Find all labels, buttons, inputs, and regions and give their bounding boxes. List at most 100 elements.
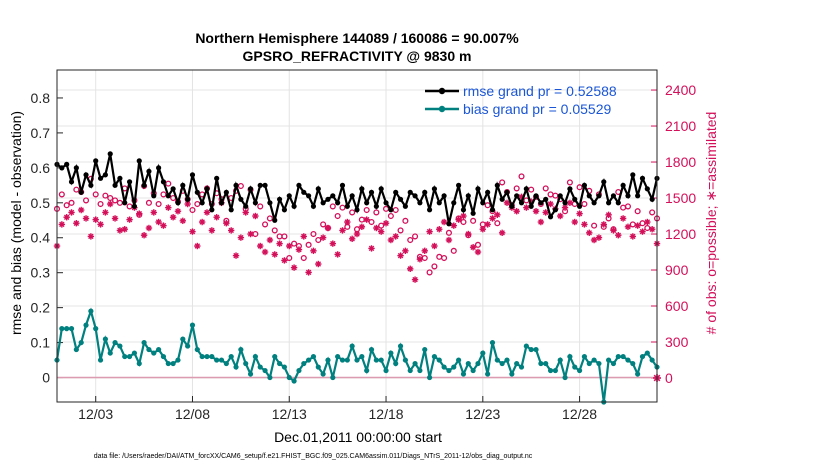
- rmse-point: [214, 175, 220, 181]
- bias-point: [494, 357, 500, 363]
- obs-assimilated-point: [339, 227, 346, 234]
- obs-assimilated-point: [445, 236, 453, 244]
- bias-point: [407, 367, 413, 374]
- bias-point: [141, 339, 147, 346]
- rmse-point: [296, 182, 302, 188]
- rmse-point: [194, 189, 200, 195]
- rmse-point: [59, 165, 65, 171]
- rmse-point: [310, 203, 317, 209]
- obs-assimilated-point: [513, 208, 520, 215]
- obs-possible-point: [629, 221, 636, 228]
- obs-assimilated-point: [150, 209, 157, 216]
- rmse-point: [586, 193, 592, 199]
- obs-assimilated-point: [465, 230, 472, 238]
- rmse-point: [489, 207, 496, 213]
- obs-assimilated-point: [615, 232, 622, 239]
- obs-possible-point: [329, 203, 336, 210]
- obs-possible-point: [445, 229, 452, 236]
- rmse-point: [131, 203, 138, 209]
- obs-assimilated-point: [590, 236, 598, 244]
- obs-assimilated-point: [58, 221, 66, 228]
- bias-point: [291, 378, 297, 384]
- legend-bias-label: bias grand pr = 0.05529: [463, 101, 611, 117]
- obs-assimilated-point: [382, 220, 390, 227]
- rmse-point: [606, 200, 612, 206]
- y-tick-label-left: 0: [42, 370, 50, 386]
- rmse-point: [136, 158, 142, 164]
- rmse-point: [93, 158, 99, 164]
- rmse-point: [243, 203, 249, 209]
- obs-possible-point: [82, 197, 90, 204]
- rmse-point: [286, 193, 292, 199]
- rmse-point: [562, 200, 568, 206]
- bias-point: [59, 326, 65, 332]
- y-tick-label-right: 900: [665, 262, 689, 278]
- bias-point: [301, 360, 307, 367]
- obs-assimilated-point: [203, 209, 211, 216]
- rmse-point: [504, 189, 510, 195]
- obs-assimilated-point: [605, 211, 612, 219]
- bias-point: [635, 371, 641, 377]
- obs-assimilated-point: [402, 247, 409, 255]
- obs-assimilated-point: [566, 199, 574, 207]
- obs-possible-point: [378, 222, 385, 229]
- data-file-footnote: data file: /Users/raeder/DAI/ATM_forcXX/…: [94, 453, 533, 460]
- y-tick-label-right: 0: [665, 370, 673, 386]
- bias-point: [402, 357, 408, 363]
- obs-assimilated-point: [561, 204, 569, 211]
- rmse-point: [509, 203, 515, 209]
- chart-title-line2: GPSRO_REFRACTIVITY @ 9830 m: [243, 48, 472, 64]
- rmse-point: [649, 196, 655, 202]
- bias-point: [330, 374, 336, 381]
- obs-assimilated-point: [648, 226, 656, 233]
- bias-point: [151, 350, 157, 356]
- obs-assimilated-point: [169, 214, 177, 221]
- rmse-point: [349, 193, 355, 199]
- rmse-point: [247, 186, 254, 192]
- rmse-point: [528, 203, 534, 209]
- obs-possible-point: [402, 217, 409, 224]
- obs-assimilated-point: [344, 218, 351, 226]
- bias-point: [156, 346, 162, 353]
- obs-possible-point: [494, 220, 501, 227]
- rmse-point: [218, 200, 225, 206]
- rmse-point: [383, 200, 389, 206]
- rmse-point: [426, 207, 433, 213]
- obs-assimilated-point: [111, 215, 119, 222]
- obs-assimilated-point: [198, 218, 206, 226]
- bias-point: [543, 360, 549, 367]
- bias-point: [252, 353, 258, 360]
- bias-point: [131, 350, 138, 356]
- obs-assimilated-point: [397, 252, 404, 259]
- bias-point: [581, 353, 588, 360]
- bias-point: [504, 357, 510, 363]
- bias-point: [388, 350, 394, 356]
- x-tick-label: 12/18: [369, 406, 404, 422]
- obs-assimilated-point: [484, 221, 491, 228]
- obs-assimilated-point: [639, 228, 646, 235]
- obs-assimilated-point: [358, 223, 366, 231]
- obs-possible-point: [165, 180, 172, 187]
- bias-point: [107, 350, 113, 356]
- bias-point: [257, 364, 263, 370]
- bias-point: [228, 353, 234, 360]
- rmse-point: [388, 207, 394, 213]
- rmse-point: [465, 193, 471, 199]
- bias-point: [630, 360, 636, 367]
- obs-possible-point: [315, 236, 322, 244]
- obs-possible-point: [412, 233, 419, 240]
- obs-assimilated-point: [165, 204, 172, 211]
- obs-assimilated-point: [315, 260, 322, 268]
- obs-assimilated-point: [286, 242, 293, 250]
- bias-point: [552, 367, 558, 374]
- obs-possible-point: [460, 218, 467, 226]
- rmse-point: [373, 203, 379, 209]
- rmse-point: [470, 210, 476, 216]
- bias-point: [286, 374, 292, 381]
- obs-possible-point: [320, 221, 327, 228]
- rmse-point: [102, 172, 108, 178]
- obs-assimilated-point: [247, 230, 254, 238]
- bias-point: [417, 367, 423, 374]
- bias-point: [518, 364, 525, 370]
- obs-assimilated-point: [377, 228, 385, 235]
